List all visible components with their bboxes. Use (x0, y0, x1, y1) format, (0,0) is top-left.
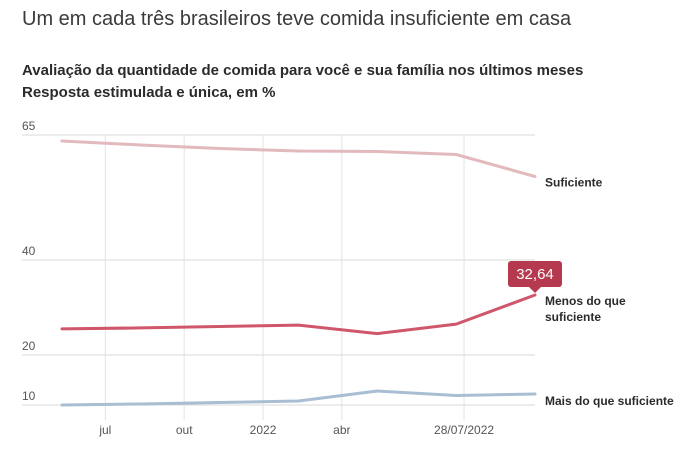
y-tick-label: 65 (22, 119, 36, 133)
x-tick-label: abr (333, 423, 350, 437)
x-tick-label: 2022 (250, 423, 277, 437)
x-tick-label: jul (98, 423, 111, 437)
x-tick-label: out (176, 423, 193, 437)
subtitle-line-2: Resposta estimulada e única, em % (22, 84, 276, 101)
series-line-suficiente (60, 139, 537, 178)
y-tick-label: 20 (22, 339, 36, 353)
series-label: Menos do que (545, 294, 626, 308)
series-label: Mais do que suficiente (545, 394, 674, 408)
value-callout-label: 32,64 (516, 266, 554, 283)
value-callout-pointer (529, 286, 541, 293)
subtitle-line-1: Avaliação da quantidade de comida para v… (22, 62, 584, 79)
series-line-mais-do-que-suficiente (60, 389, 537, 407)
y-tick-label: 40 (22, 244, 36, 258)
x-tick-label: 28/07/2022 (434, 423, 494, 437)
value-callout-box (508, 260, 562, 287)
series-label: suficiente (545, 310, 601, 324)
y-tick-label: 10 (22, 389, 36, 403)
series-line-menos-do-que-suficiente (60, 293, 537, 336)
chart-title: Um em cada três brasileiros teve comida … (22, 8, 572, 30)
chart-subtitle: Avaliação da quantidade de comida para v… (22, 60, 583, 104)
series-label: Suficiente (545, 176, 603, 190)
